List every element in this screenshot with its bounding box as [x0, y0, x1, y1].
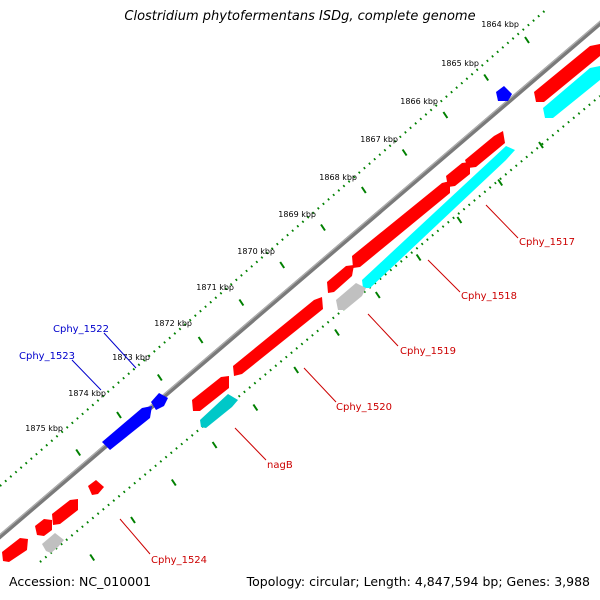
outer-ruler-track [0, 7, 549, 487]
ruler-tick-mark [401, 148, 408, 157]
ruler-tick-label: 1870 kbp [237, 247, 275, 256]
ruler-tick-mark [442, 111, 449, 119]
ruler-tick-mark [360, 186, 367, 194]
gene-label[interactable]: Cphy_1522 [53, 324, 109, 335]
gene-arrow-forward[interactable] [534, 44, 600, 102]
ruler-tick-mark [156, 373, 163, 382]
ruler-tick-mark [130, 516, 136, 524]
inner-ruler-track [39, 95, 600, 563]
gene-label[interactable]: Cphy_1518 [461, 291, 517, 302]
label-leaders [71, 204, 519, 555]
ruler-tick-mark [415, 253, 422, 262]
ruler-tick-mark [279, 261, 286, 269]
ruler-tick-label: 1872 kbp [154, 319, 192, 328]
gene-arrow-reverse[interactable] [496, 86, 512, 101]
gene-arrow-forward[interactable] [352, 181, 450, 268]
gene-label[interactable]: nagB [267, 460, 293, 471]
ruler-tick-mark [456, 216, 463, 224]
ruler-tick-mark [524, 36, 530, 44]
gene-arrow-forward[interactable] [327, 265, 354, 293]
ruler-tick-mark [334, 328, 340, 337]
gene-arrow-forward[interactable] [192, 376, 229, 411]
gene-arrow-forward[interactable] [465, 131, 505, 168]
cds-arrow[interactable] [362, 146, 515, 288]
ruler-tick-label: 1866 kbp [400, 97, 438, 106]
ruler-tick-mark [483, 73, 490, 82]
gene-arrow-forward[interactable] [88, 480, 104, 495]
gene-label[interactable]: Cphy_1524 [151, 555, 207, 566]
gene-features [2, 44, 600, 562]
ruler-tick-mark [238, 298, 245, 307]
gene-label[interactable]: Cphy_1523 [19, 351, 75, 362]
misc-feature[interactable] [336, 283, 366, 310]
cds-arrow[interactable] [200, 394, 238, 428]
ruler-tick-mark [170, 478, 177, 487]
ruler-tick-mark [211, 441, 218, 449]
accession-label: Accession: NC_010001 [9, 574, 152, 589]
genome-backbone [0, 20, 600, 540]
ruler-tick-mark [293, 366, 300, 374]
ruler-tick-mark [116, 411, 122, 419]
gene-label[interactable]: Cphy_1520 [336, 402, 392, 413]
ruler-tick-mark [197, 336, 204, 344]
ruler-tick-label: 1869 kbp [278, 210, 316, 219]
genome-backbone-highlight [0, 20, 600, 536]
ruler-tick-mark [538, 141, 544, 149]
gene-arrow-forward[interactable] [35, 519, 52, 536]
ruler-tick-label: 1871 kbp [196, 283, 234, 292]
ruler-tick-label: 1865 kbp [441, 59, 479, 68]
gene-arrow-forward[interactable] [2, 538, 28, 562]
misc-feature[interactable] [42, 533, 64, 553]
gene-arrow-forward[interactable] [52, 499, 78, 525]
gene-labels: Cphy_1522 Cphy_1523 Cphy_1517 Cphy_1518 … [19, 237, 575, 566]
ruler-tick-mark [497, 178, 504, 187]
ruler-tick-label: 1868 kbp [319, 173, 357, 182]
gene-arrow-reverse[interactable] [102, 406, 152, 450]
ruler-tick-label: 1873 kbp [112, 353, 150, 362]
ruler-tick-mark [374, 291, 381, 299]
gene-arrow-forward[interactable] [233, 297, 323, 376]
ruler-tick-label: 1864 kbp [481, 20, 519, 29]
gene-arrow-forward[interactable] [446, 162, 470, 187]
ruler-tick-label: 1874 kbp [68, 389, 106, 398]
genome-summary: Topology: circular; Length: 4,847,594 bp… [246, 574, 590, 589]
ruler-tick-mark [89, 553, 96, 562]
ruler-tick-mark [252, 403, 259, 412]
gene-label[interactable]: Cphy_1517 [519, 237, 575, 248]
ruler-tick-label: 1867 kbp [360, 135, 398, 144]
ruler-tick-mark [320, 223, 326, 232]
ruler-ticks: 1864 kbp 1865 kbp 1866 kbp 1867 kbp 1868 kbp… [25, 20, 544, 562]
ruler-tick-label: 1875 kbp [25, 424, 63, 433]
gene-label[interactable]: Cphy_1519 [400, 346, 456, 357]
cds-arrow[interactable] [543, 66, 600, 118]
gene-arrow-reverse[interactable] [151, 393, 168, 410]
ruler-tick-mark [75, 448, 82, 457]
